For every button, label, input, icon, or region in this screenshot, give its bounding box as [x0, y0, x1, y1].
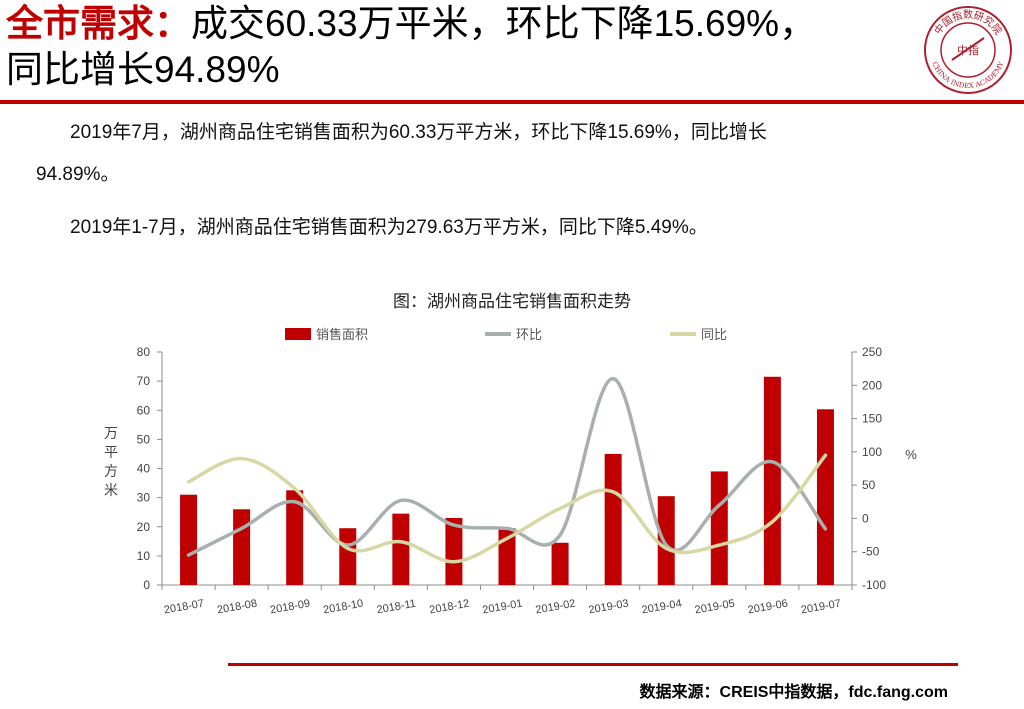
bar-sales-area: [763, 376, 781, 585]
y-axis-label-char: 平: [104, 445, 118, 461]
chart-title: 图：湖州商品住宅销售面积走势: [393, 292, 631, 311]
legend-label: 销售面积: [316, 327, 368, 343]
y2-axis-label: %: [905, 447, 917, 462]
y2-tick-label: 100: [862, 445, 882, 459]
logo-text-center: 中指: [957, 43, 979, 57]
bar-sales-area: [339, 528, 357, 585]
x-tick-label: 2018-08: [216, 598, 258, 617]
y2-tick-label: 200: [862, 378, 882, 392]
bar-sales-area: [604, 453, 622, 585]
bar-sales-area: [445, 518, 463, 585]
x-tick-label: 2019-04: [641, 598, 683, 617]
bar-sales-area: [657, 496, 675, 585]
sales-area-chart: 0 10 20 30 40 50 60 70 80 -100 -50 0 50 100 150 200 250 万…: [104, 327, 917, 617]
header-rule: [0, 100, 1024, 104]
y2-tick-label: 150: [862, 412, 882, 426]
y-tick-label: 10: [137, 549, 151, 563]
legend-label: 同比: [701, 328, 727, 343]
y-axis-label-char: 方: [104, 464, 118, 480]
y-tick-label: 80: [137, 345, 151, 359]
paragraph-2: 2019年1-7月，湖州商品住宅销售面积为279.63万平方米，同比下降5.49…: [70, 217, 708, 238]
y2-tick-label: 0: [862, 511, 869, 525]
y2-tick-label: -50: [862, 545, 880, 559]
x-tick-label: 2018-12: [428, 598, 470, 617]
title-lead: 全市需求：: [6, 3, 191, 44]
y-tick-label: 50: [137, 432, 151, 446]
x-tick-label: 2019-06: [747, 598, 789, 617]
y-axis-label-char: 米: [104, 483, 118, 499]
paragraph-1-line-2: 94.89%。: [36, 164, 120, 185]
y2-tick-label: 50: [862, 478, 876, 492]
y2-tick-label: 250: [862, 345, 882, 359]
china-index-academy-logo: 中国指数研究院 CHINA INDEX ACADEMY 中指: [924, 6, 1012, 94]
logo-text-bottom: CHINA INDEX ACADEMY: [930, 60, 1005, 90]
x-tick-label: 2019-02: [535, 598, 577, 617]
page-title-line-1: 全市需求：成交60.33万平米，环比下降15.69%，: [6, 2, 816, 46]
bar-sales-area: [710, 471, 728, 585]
x-tick-label: 2018-10: [322, 598, 364, 617]
y-tick-label: 20: [137, 520, 151, 534]
bar-sales-area: [180, 494, 198, 585]
svg-text:CHINA INDEX ACADEMY: CHINA INDEX ACADEMY: [930, 60, 1005, 90]
x-tick-label: 2018-09: [269, 598, 311, 617]
data-source: 数据来源：CREIS中指数据，fdc.fang.com: [639, 684, 948, 701]
y-tick-label: 60: [137, 403, 151, 417]
y-axis-label-char: 万: [104, 426, 118, 442]
page-title-line-2: 同比增长94.89%: [6, 49, 280, 90]
line-yoy: [186, 453, 828, 564]
paragraph-1-line-1: 2019年7月，湖州商品住宅销售面积为60.33万平方米，环比下降15.69%，…: [70, 122, 767, 143]
y-tick-label: 30: [137, 491, 151, 505]
y-tick-label: 40: [137, 462, 151, 476]
x-tick-label: 2019-01: [482, 598, 524, 617]
x-tick-label: 2019-03: [588, 598, 630, 617]
x-tick-label: 2019-07: [800, 598, 842, 617]
bar-sales-area: [551, 542, 569, 585]
bar-sales-area: [286, 490, 304, 585]
legend-label: 环比: [516, 328, 542, 343]
x-tick-label: 2018-07: [163, 598, 205, 617]
footer-rule: [228, 663, 958, 666]
legend-swatch-bar: [285, 328, 311, 340]
x-tick-label: 2019-05: [694, 598, 736, 617]
bar-sales-area: [392, 513, 410, 585]
bar-sales-area: [233, 509, 251, 585]
title-rest: 成交60.33万平米，环比下降15.69%，: [191, 3, 817, 44]
x-tick-label: 2018-11: [376, 598, 417, 617]
y-tick-label: 0: [143, 578, 150, 592]
y-tick-label: 70: [137, 374, 151, 388]
bar-sales-area: [816, 409, 834, 585]
line-mom: [186, 376, 828, 557]
y2-tick-label: -100: [862, 578, 886, 592]
